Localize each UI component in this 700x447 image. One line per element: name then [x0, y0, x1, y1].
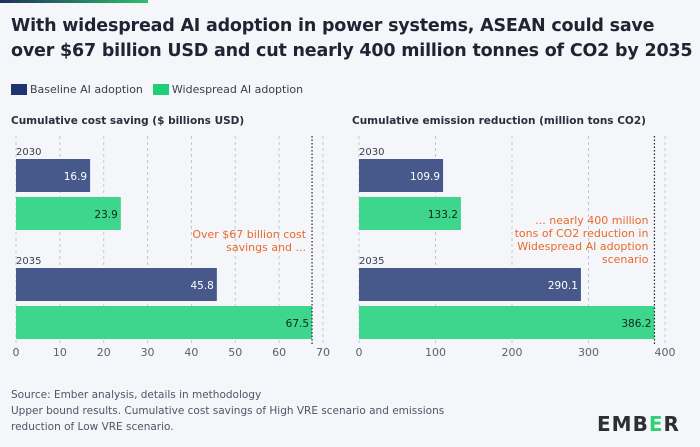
x-tick-label: 40	[184, 346, 198, 359]
x-tick-label: 0	[13, 346, 20, 359]
footer-notes: Source: Ember analysis, details in metho…	[11, 387, 481, 435]
chart-title: With widespread AI adoption in power sys…	[11, 16, 693, 61]
bar-widespread-2035	[16, 306, 313, 339]
source-text: Source: Ember analysis, details in metho…	[11, 389, 262, 401]
bar-baseline-2030	[16, 159, 91, 192]
category-label: 2030	[16, 147, 41, 158]
annotation-line: tons of CO2 reduction in	[515, 227, 649, 240]
legend-label: Widespread AI adoption	[171, 83, 304, 96]
ember-logo: EMBER	[597, 412, 680, 436]
data-label: 67.5	[286, 318, 309, 330]
category-label: 2030	[359, 147, 384, 158]
data-label: 45.8	[190, 280, 213, 292]
x-tick-label: 300	[578, 346, 599, 359]
legend-swatch	[152, 84, 169, 95]
x-tick-label: 400	[655, 346, 676, 359]
x-tick-label: 10	[53, 346, 67, 359]
annotation-line: Widespread AI adoption	[517, 240, 648, 253]
category-label: 2035	[359, 256, 384, 267]
note-text: Upper bound results. Cumulative cost sav…	[11, 405, 445, 433]
legend-label: Baseline AI adoption	[30, 83, 143, 96]
x-tick-label: 30	[141, 346, 155, 359]
annotation-line: Over $67 billion cost	[192, 228, 306, 241]
bar-baseline-2030	[359, 159, 444, 192]
bar-widespread-2030	[359, 197, 461, 230]
category-label: 2035	[16, 256, 41, 267]
annotation: Over $67 billion cost savings and ...	[192, 228, 306, 254]
x-tick-label: 60	[272, 346, 286, 359]
data-label: 16.9	[64, 171, 87, 183]
legend: Baseline AI adoption Widespread AI adopt…	[11, 83, 303, 96]
x-tick-label: 70	[316, 346, 330, 359]
top-accent-bar	[0, 0, 148, 3]
legend-item-baseline: Baseline AI adoption	[11, 83, 143, 96]
x-tick-label: 0	[356, 346, 363, 359]
x-tick-label: 200	[502, 346, 523, 359]
x-tick-label: 20	[97, 346, 111, 359]
bar-widespread-2035	[359, 306, 655, 339]
data-label: 386.2	[621, 318, 651, 330]
legend-swatch	[11, 84, 27, 95]
data-label: 290.1	[548, 280, 578, 292]
bar-baseline-2035	[359, 268, 581, 301]
chart-2-title: Cumulative emission reduction (million t…	[352, 115, 646, 127]
annotation-line: scenario	[602, 253, 649, 266]
x-tick-label: 100	[425, 346, 446, 359]
annotation-line: savings and ...	[226, 241, 306, 254]
annotation-line: ... nearly 400 million	[535, 214, 648, 227]
data-label: 23.9	[94, 209, 117, 221]
data-label: 133.2	[428, 209, 458, 221]
bar-widespread-2030	[16, 197, 121, 230]
data-label: 109.9	[410, 171, 440, 183]
legend-item-widespread: Widespread AI adoption	[152, 83, 304, 96]
annotation: ... nearly 400 million tons of CO2 reduct…	[515, 214, 649, 266]
chart-1-title: Cumulative cost saving ($ billions USD)	[11, 115, 245, 127]
x-tick-label: 50	[228, 346, 242, 359]
bar-baseline-2035	[16, 268, 217, 301]
